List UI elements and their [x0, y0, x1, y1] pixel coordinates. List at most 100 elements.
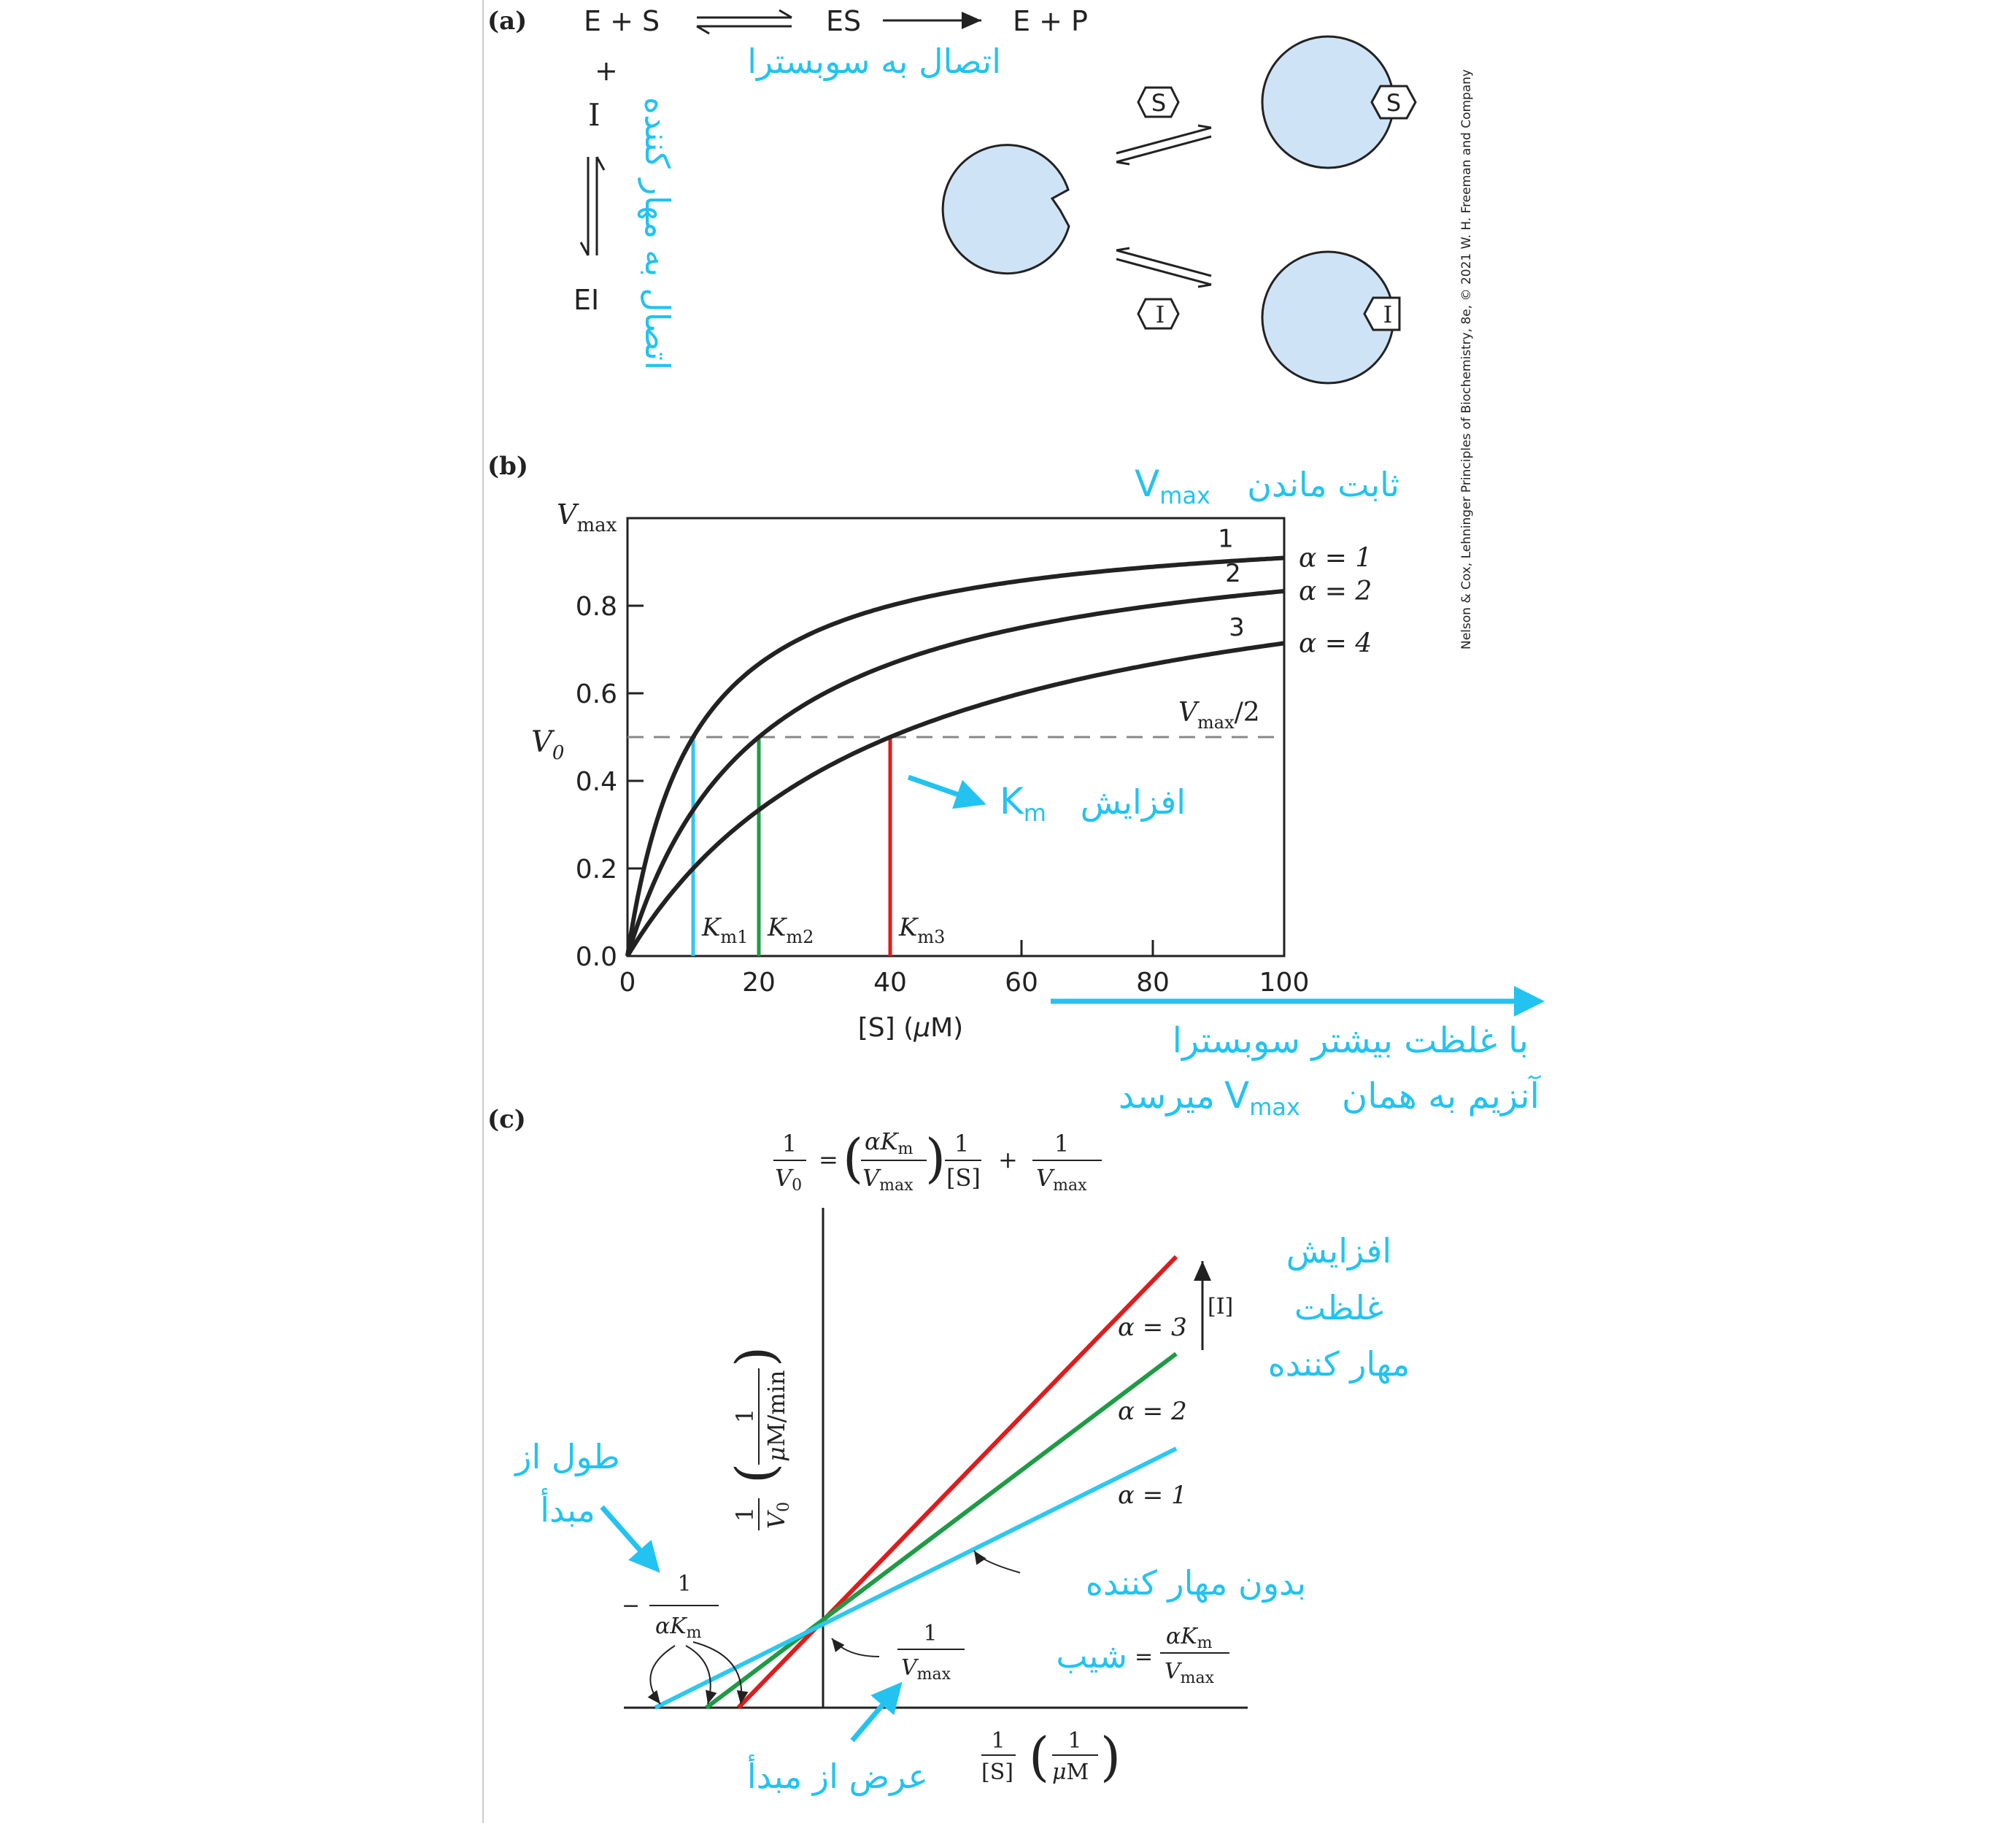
- chart-b-ylabel: V0: [531, 725, 564, 764]
- x-intercept-pointer-3: [693, 1642, 741, 1704]
- chart-b-xtick-label: 80: [1136, 968, 1170, 998]
- ann-km-k: K: [1000, 780, 1024, 822]
- x-intercept-minus: −: [622, 1593, 640, 1619]
- chart-c-xlabel-paren2: ): [1100, 1726, 1121, 1787]
- chart-c-series-label: α = 3: [1118, 1313, 1187, 1342]
- chart-b-ytick-label: 0.6: [576, 679, 617, 709]
- eq-akm: αKm: [865, 1128, 914, 1158]
- ann-no-inhibitor: بدون مهار کننده: [1086, 1563, 1306, 1603]
- ann-vmax-constant: ثابت ماندن Vmax: [1135, 463, 1399, 509]
- chart-b-ytick-label: 0.8: [576, 592, 617, 622]
- eq-vmax-2: Vmax: [1036, 1164, 1087, 1195]
- ann-km-arrow: [908, 777, 981, 803]
- ann-vmax-constant-symbol: Vmax: [1135, 463, 1210, 509]
- intercept-1: 1: [923, 1621, 937, 1646]
- ann-inc-line1: افزایش: [1286, 1231, 1391, 1271]
- x-intercept-pointer-2: [686, 1646, 711, 1704]
- chart-b-series-label: α = 1: [1299, 544, 1372, 574]
- chart-b-ytop-sub: max: [576, 514, 617, 536]
- scheme-e-plus-p: E + P: [1013, 5, 1088, 37]
- scheme-ei: EI: [573, 284, 599, 316]
- ann-bottom-line1: با غلظت بیشتر سوبسترا: [1173, 1020, 1529, 1061]
- chart-c-xlabel-1: 1: [991, 1728, 1005, 1754]
- eq-1-s: 1: [954, 1130, 969, 1157]
- panel-b-label: (b): [487, 452, 528, 481]
- ann-km-word: افزایش: [1081, 782, 1186, 822]
- ann-xint-line2: مبدأ: [540, 1488, 595, 1530]
- chart-b-curve: [627, 558, 1284, 957]
- inhibitor-axis-label: [I]: [1208, 1294, 1233, 1319]
- chart-b-xtick-label: 20: [742, 968, 776, 998]
- ann-km-sub: m: [1024, 799, 1046, 827]
- chart-b-ytick-label: 0.2: [576, 855, 617, 884]
- eq-paren-open: (: [843, 1128, 863, 1189]
- substrate-glyph-free: S: [1151, 89, 1166, 117]
- chart-b: V0 Vmax [S] (μM) 0 20 40 60 80 1000.00.20.40.…: [531, 498, 1372, 1043]
- eq-equals: =: [819, 1146, 838, 1173]
- enzyme-free-shape: [943, 145, 1069, 274]
- ann-bottom-line2a: آنزیم به همان: [1342, 1074, 1542, 1117]
- ann-substrate-binding: اتصال به سوبسترا: [747, 42, 1001, 82]
- figure-credit: Nelson & Cox, Lehninger Principles of Bi…: [1459, 69, 1474, 650]
- chart-b-km-label: Km2: [767, 913, 814, 947]
- bind-i-arrow-2-head: [1116, 248, 1129, 250]
- ann-xint-line1: طول از: [514, 1437, 619, 1477]
- eq-s: [S]: [946, 1164, 981, 1192]
- scheme-inhibitor: I: [588, 97, 600, 133]
- chart-c-ylabel-paren: (: [725, 1463, 786, 1484]
- chart-b-xlabel-mu: μ: [913, 1013, 930, 1043]
- chart-b-xtick-label: 60: [1005, 968, 1038, 998]
- eq-paren-close: ): [925, 1128, 946, 1189]
- ann-y-intercept: عرض از مبدأ: [747, 1754, 928, 1797]
- x-intercept-pointer-1: [650, 1646, 675, 1704]
- eq-1-v: 1: [1054, 1130, 1069, 1157]
- ann-slope: شیب: [1056, 1636, 1127, 1676]
- chart-b-ylabel-sub: 0: [552, 742, 565, 764]
- inhibitor-glyph-free: I: [1156, 301, 1165, 328]
- chart-b-xtick-label: 0: [619, 968, 636, 998]
- slope-label: = αKm Vmax: [1135, 1624, 1229, 1687]
- chart-c-xlabel-1b: 1: [1067, 1728, 1081, 1754]
- panel-a-label: (a): [487, 7, 527, 36]
- intercept-pointer: [832, 1638, 879, 1657]
- chart-c-series-label: α = 2: [1118, 1397, 1187, 1426]
- chart-c-ylabel: 1 V0 ( 1 μM/min ): [725, 1346, 793, 1530]
- chart-b-curve-number: 2: [1225, 559, 1241, 588]
- eq-vmax-den: Vmax: [862, 1164, 914, 1195]
- chart-b-curve: [627, 591, 1284, 956]
- slope-vmax: Vmax: [1165, 1659, 1215, 1687]
- panel-c-label: (c): [487, 1105, 526, 1134]
- intercept-label: 1 Vmax: [897, 1621, 965, 1684]
- substrate-glyph-bound: S: [1386, 89, 1401, 117]
- chart-c-ylabel-v0: V0: [762, 1502, 793, 1529]
- chart-b-curve-number: 1: [1218, 524, 1234, 553]
- chart-c-ylabel-unit: μM/min: [762, 1370, 790, 1462]
- ann-vmax-constant-sub: max: [1159, 482, 1210, 509]
- chart-c-xlabel-s: [S]: [981, 1760, 1013, 1785]
- ann-bottom-line2b: میرسد: [1119, 1076, 1215, 1117]
- no-inhibitor-pointer: [974, 1551, 1020, 1573]
- ann-inc-line2: غلظت: [1294, 1288, 1383, 1327]
- ann-bottom-vmax-sub: max: [1249, 1093, 1300, 1121]
- eq-1-num: 1: [782, 1130, 797, 1157]
- ann-yint-arrow: [852, 1686, 899, 1741]
- eq-v0: V0: [775, 1164, 802, 1195]
- ann-vmax-constant-word: ثابت ماندن: [1247, 465, 1399, 504]
- ann-inc-line3: مهار کننده: [1268, 1344, 1410, 1384]
- chart-b-km-label: Km1: [701, 913, 748, 947]
- ann-bottom-vmax: Vmax: [1224, 1074, 1300, 1121]
- chart-c-series-label: α = 1: [1118, 1481, 1187, 1510]
- slope-akm: αKm: [1166, 1624, 1213, 1652]
- x-intercept-label: − 1 αKm: [622, 1571, 719, 1642]
- bind-s-arrow-1-head: [1198, 126, 1211, 128]
- inhibitor-glyph-bound: I: [1383, 301, 1393, 328]
- inhibitor-hexagon-bound: [1364, 298, 1399, 330]
- chart-c-xlabel: 1 [S] ( 1 μM ): [981, 1726, 1121, 1787]
- x-intercept-1: 1: [677, 1571, 691, 1597]
- chart-c-xlabel-paren: (: [1029, 1726, 1049, 1787]
- chart-c-ylabel-1b: 1: [731, 1408, 759, 1423]
- chart-b-xtick-label: 100: [1259, 968, 1310, 998]
- chart-b-half-vmax-label: Vmax/2: [1178, 698, 1260, 733]
- chart-b-xtick-label: 40: [873, 968, 907, 998]
- scheme-es: ES: [826, 5, 861, 37]
